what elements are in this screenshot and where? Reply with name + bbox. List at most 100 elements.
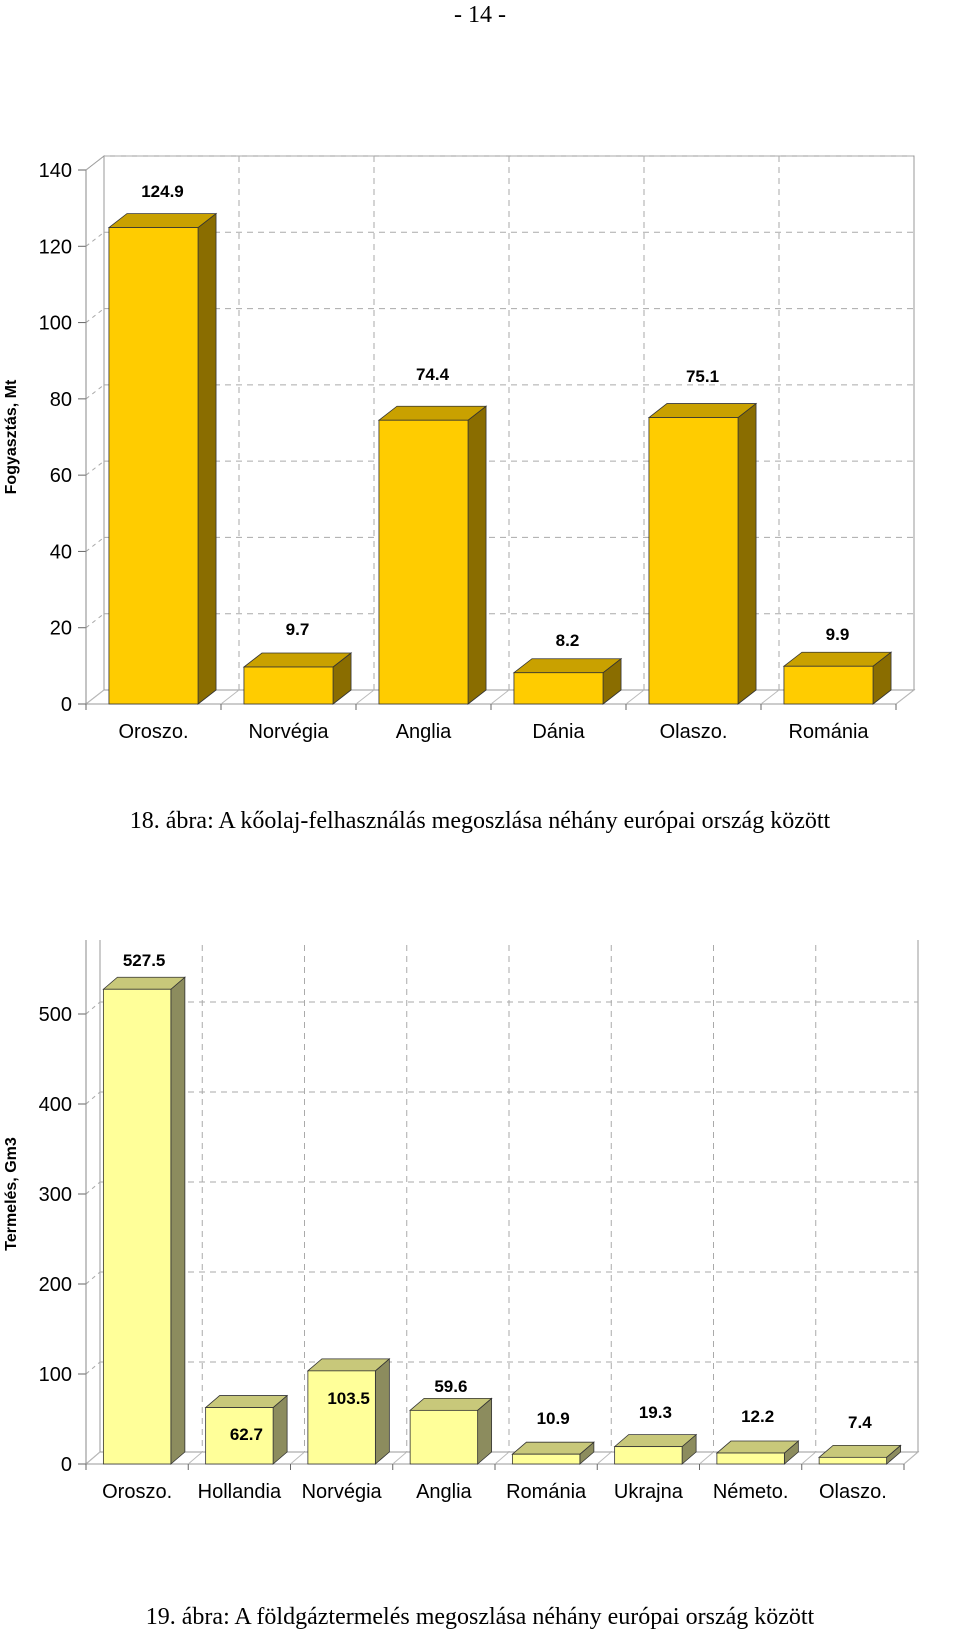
- y-axis-title: Termelés, Gm3: [3, 1137, 20, 1251]
- y-tick-label: 140: [39, 160, 72, 182]
- x-tick-label: Oroszo.: [118, 721, 188, 743]
- bar-group: [409, 1397, 493, 1465]
- data-label: 527.5: [123, 951, 166, 970]
- bar-top: [242, 652, 353, 668]
- bar-top: [511, 1441, 595, 1455]
- bar-group: [102, 976, 186, 1465]
- bar-top: [818, 1444, 902, 1458]
- bar-group: [512, 657, 623, 705]
- data-label: 7.4: [848, 1413, 872, 1432]
- bar-top: [306, 1358, 391, 1372]
- bar-group: [511, 1441, 595, 1465]
- bar-group: [613, 1433, 698, 1465]
- bar-group: [377, 405, 488, 705]
- left-wall: [85, 154, 105, 706]
- bar-group: [818, 1444, 902, 1465]
- bar-top: [107, 213, 218, 228]
- x-tick-label: Románia: [788, 721, 869, 743]
- bar: [614, 1446, 683, 1465]
- floor-divider: [355, 689, 375, 705]
- floor-divider: [392, 1451, 408, 1465]
- bar-top: [715, 1440, 800, 1454]
- bar-top: [409, 1397, 493, 1411]
- bar: [716, 1452, 785, 1465]
- bar-side: [374, 1357, 390, 1465]
- bar: [102, 988, 172, 1465]
- bar-top: [204, 1395, 289, 1408]
- data-label: 59.6: [434, 1377, 467, 1396]
- data-label: 19.3: [639, 1403, 672, 1422]
- bar: [783, 665, 874, 705]
- floor-divider: [290, 1451, 305, 1465]
- y-tick-label: 100: [39, 313, 72, 335]
- data-label: 12.2: [741, 1407, 774, 1426]
- floor-divider: [220, 689, 240, 705]
- y-tick-label: 20: [50, 618, 72, 640]
- y-axis-title: Fogyasztás, Mt: [3, 379, 20, 494]
- data-label: 9.7: [286, 620, 310, 639]
- bar: [409, 1409, 479, 1465]
- gridline-side: [85, 1091, 101, 1105]
- data-label: 75.1: [686, 367, 719, 386]
- x-tick-label: Németo.: [713, 1481, 789, 1503]
- y-tick-label: 120: [39, 236, 72, 258]
- x-tick-label: Románia: [506, 1481, 587, 1503]
- gridline-side: [85, 1181, 101, 1195]
- floor-divider: [187, 1451, 203, 1465]
- bar-group: [715, 1440, 800, 1465]
- gridline-side: [85, 1271, 101, 1285]
- y-tick-label: 0: [61, 1454, 72, 1476]
- x-tick-label: Dánia: [532, 721, 585, 743]
- floor-divider: [699, 1451, 714, 1465]
- bar-side: [197, 212, 217, 705]
- page-number: - 14 -: [454, 2, 506, 28]
- y-tick-label: 80: [50, 389, 72, 411]
- floor-divider: [490, 689, 510, 705]
- x-tick-label: Oroszo.: [102, 1481, 172, 1503]
- bar-side: [467, 405, 487, 705]
- bar-group: [242, 652, 353, 705]
- bar-group: [107, 212, 218, 705]
- bar: [205, 1407, 274, 1465]
- gridline-side: [85, 308, 105, 323]
- floor-divider: [494, 1451, 510, 1465]
- floor-divider: [903, 1451, 919, 1465]
- gridline-side: [85, 1001, 101, 1015]
- bar-group: [782, 651, 893, 705]
- gridline-side: [85, 155, 105, 171]
- gridline-side: [85, 1361, 101, 1375]
- x-tick-label: Hollandia: [198, 1481, 282, 1503]
- x-tick-label: Norvégia: [302, 1481, 383, 1503]
- gridline-side: [85, 384, 105, 400]
- gridline-side: [85, 460, 105, 476]
- y-tick-label: 400: [39, 1094, 72, 1116]
- y-tick-label: 500: [39, 1004, 72, 1026]
- floor-divider: [85, 689, 105, 705]
- oil-consumption-chart: 0 20 40 60 80 100 120 140 124.9 Oroszo. 9.7 Norvégi…: [3, 154, 916, 743]
- floor-divider: [801, 1451, 817, 1465]
- y-tick-label: 200: [39, 1274, 72, 1296]
- y-tick-label: 60: [50, 465, 72, 487]
- bar-top: [613, 1434, 698, 1448]
- floor-divider: [625, 689, 645, 705]
- y-tick-label: 40: [50, 541, 72, 563]
- data-label: 9.9: [826, 625, 850, 644]
- bar: [243, 666, 334, 705]
- bar-side: [170, 976, 186, 1465]
- y-tick-label: 300: [39, 1184, 72, 1206]
- x-tick-label: Olaszo.: [819, 1481, 887, 1503]
- bar-top: [512, 658, 623, 674]
- x-tick-label: Norvégia: [248, 721, 329, 743]
- data-label: 74.4: [416, 365, 450, 384]
- bar: [818, 1456, 888, 1465]
- bar: [513, 672, 604, 705]
- gridline-side: [85, 231, 105, 247]
- y-tick-label: 0: [61, 694, 72, 716]
- gridline-side: [85, 613, 105, 629]
- x-tick-label: Anglia: [396, 721, 452, 743]
- x-tick-label: Ukrajna: [614, 1481, 684, 1503]
- bar: [511, 1453, 581, 1465]
- data-label: 10.9: [537, 1409, 570, 1428]
- bar: [307, 1370, 376, 1465]
- y-tick-label: 100: [39, 1364, 72, 1386]
